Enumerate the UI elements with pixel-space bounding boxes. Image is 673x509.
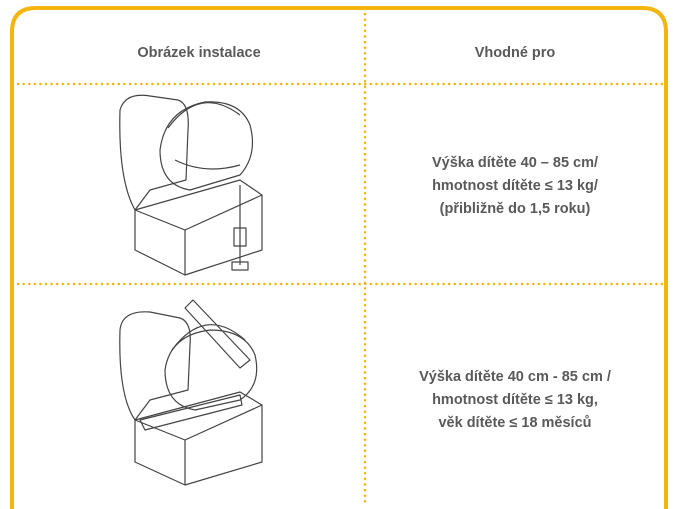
cell-text: Výška dítěte 40 cm - 85 cm / — [419, 369, 611, 385]
cell-text: hmotnost dítěte ≤ 13 kg/ — [432, 178, 598, 194]
cell-text: (přibližně do 1,5 roku) — [440, 201, 591, 217]
illustration — [119, 94, 263, 276]
cell-text: Výška dítěte 40 – 85 cm/ — [432, 155, 598, 171]
row-text: Výška dítěte 40 – 85 cm/ hmotnost dítěte… — [419, 155, 611, 431]
header-cell: Vhodné pro — [475, 45, 556, 61]
cell-text: věk dítěte ≤ 18 měsíců — [438, 415, 591, 431]
illustration — [119, 299, 263, 486]
frame — [10, 6, 668, 509]
cell-text: hmotnost dítěte ≤ 13 kg, — [432, 392, 598, 408]
header-cell: Obrázek instalace — [137, 45, 260, 61]
